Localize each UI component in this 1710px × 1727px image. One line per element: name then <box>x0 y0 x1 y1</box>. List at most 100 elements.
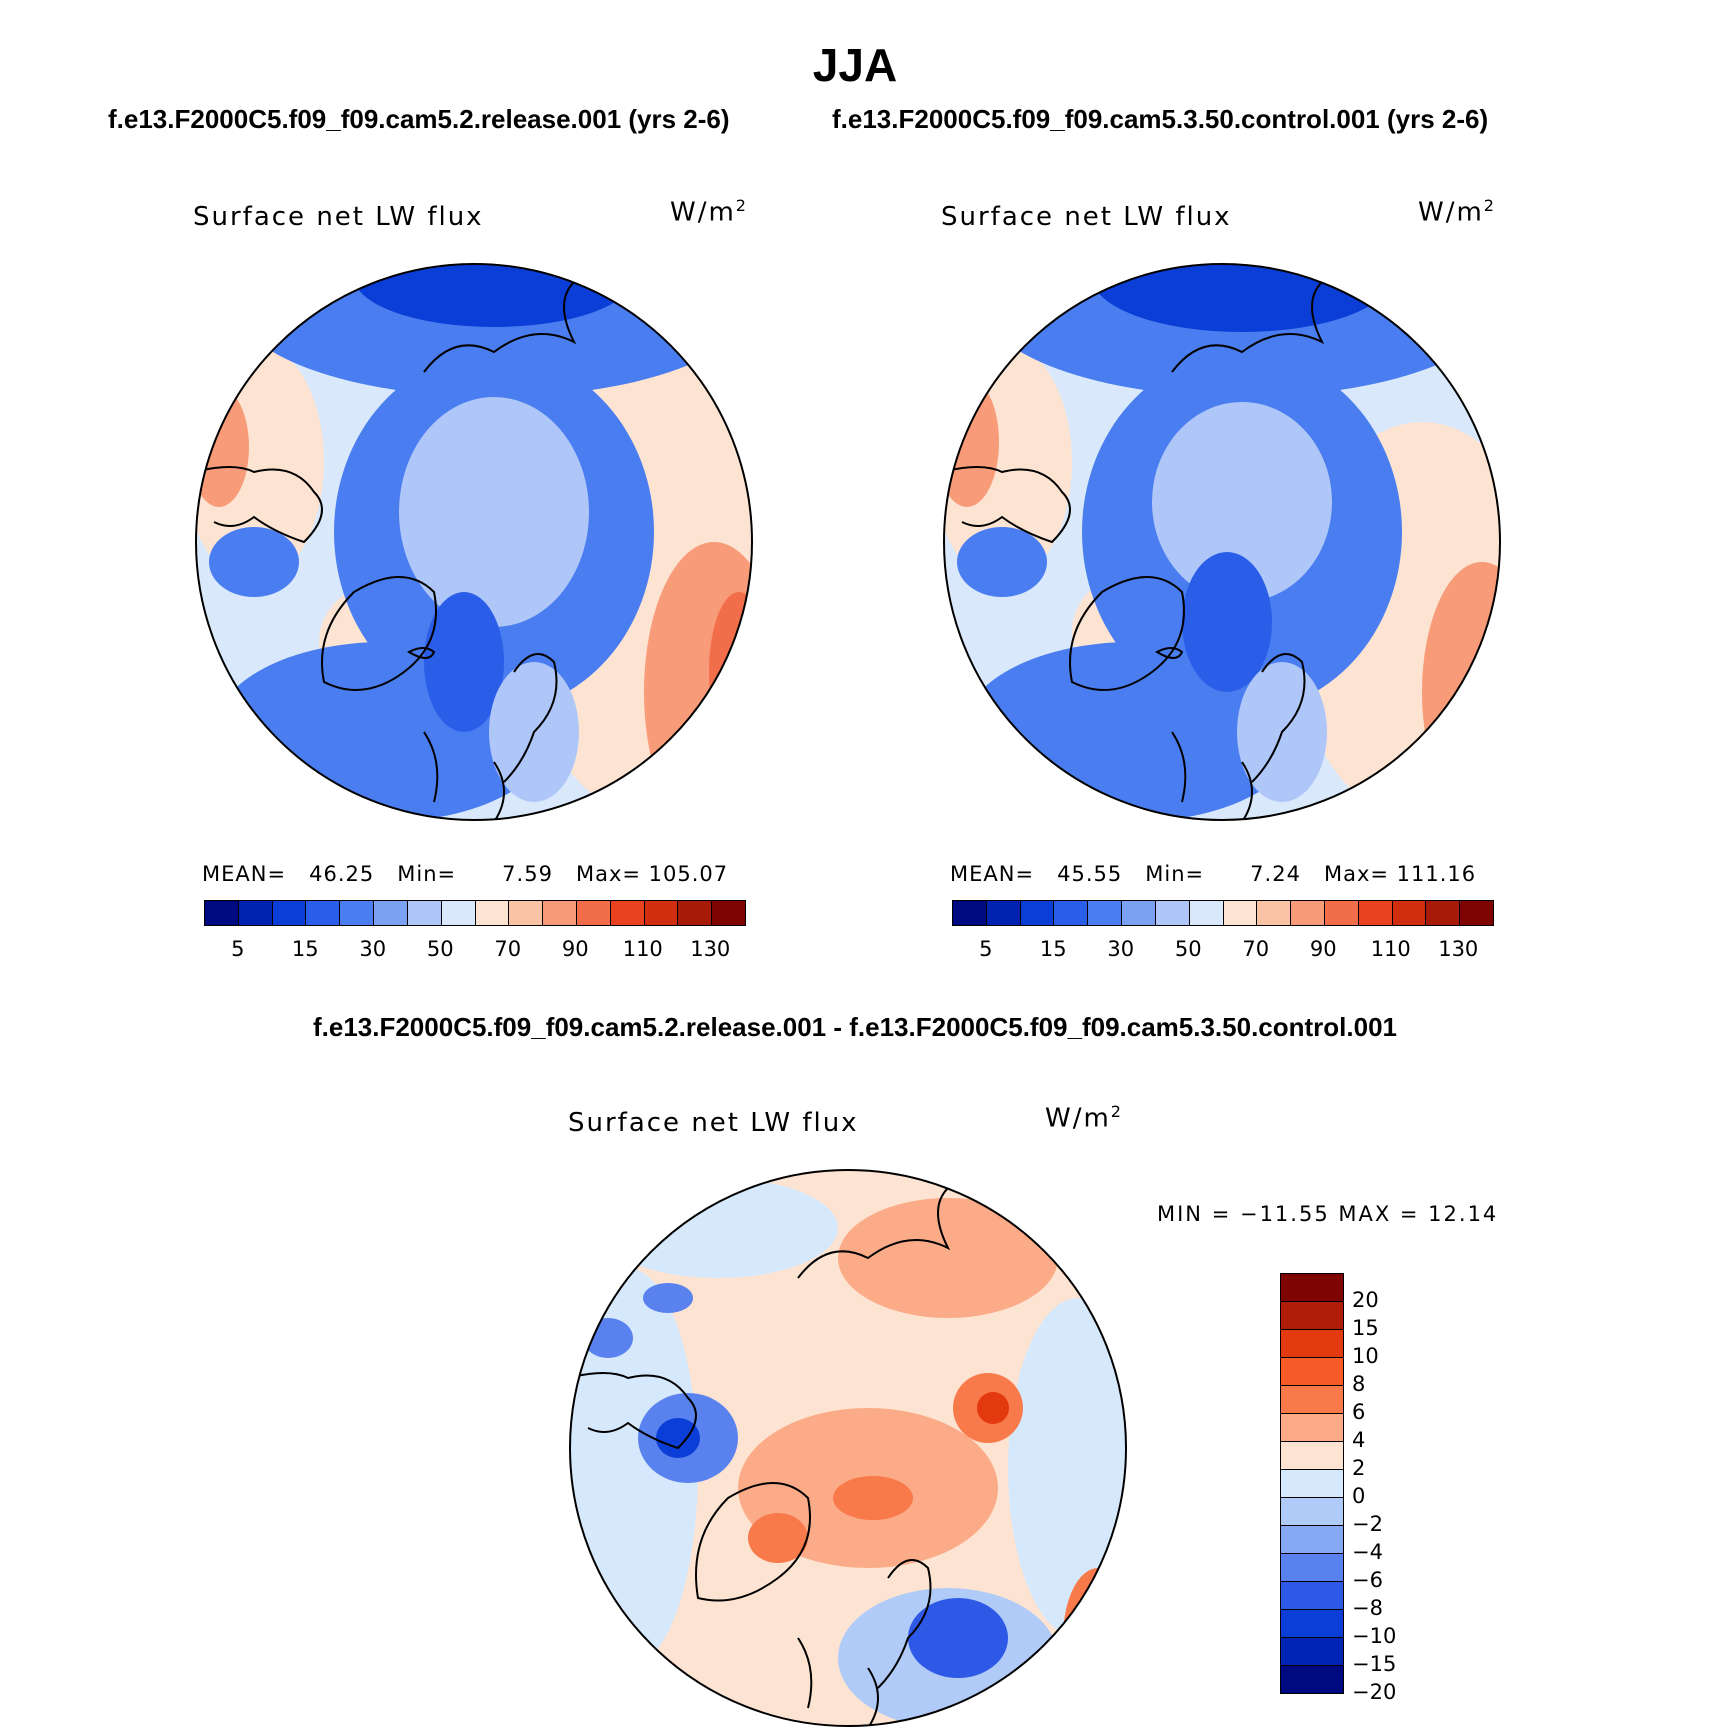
colorbar-cell <box>644 901 679 925</box>
left-coast-iceland <box>406 647 436 659</box>
colorbar-cell <box>1324 901 1359 925</box>
colorbar-cell <box>1281 1610 1343 1638</box>
colorbar-cell <box>576 901 611 925</box>
left-plot-title: Surface net LW flux <box>193 202 484 232</box>
right-coast-canada <box>944 466 1071 544</box>
right-colorbar <box>952 900 1494 926</box>
colorbar-cell <box>1426 901 1461 925</box>
colorbar-cell <box>1020 901 1055 925</box>
colorbar-tick-label: −6 <box>1352 1568 1383 1592</box>
colorbar-cell <box>1223 901 1258 925</box>
colorbar-cell <box>1054 901 1089 925</box>
colorbar-tick-label: 0 <box>1352 1484 1366 1508</box>
colorbar-tick-label: 110 <box>622 937 663 961</box>
colorbar-tick-label: 20 <box>1352 1288 1379 1312</box>
colorbar-cell <box>1257 901 1292 925</box>
diff-field-neg-nw <box>643 1283 693 1313</box>
colorbar-tick-label: 30 <box>1107 937 1135 961</box>
colorbar-cell <box>1281 1470 1343 1498</box>
colorbar-tick-label: 50 <box>1174 937 1202 961</box>
colorbar-tick-label: −20 <box>1352 1680 1397 1704</box>
left-map-border <box>195 263 753 821</box>
colorbar-cell <box>1281 1554 1343 1582</box>
colorbar-cell <box>986 901 1021 925</box>
colorbar-tick-label: 6 <box>1352 1400 1366 1424</box>
colorbar-cell <box>1281 1498 1343 1526</box>
diff-field-pos-center-core <box>833 1476 913 1520</box>
colorbar-cell <box>1281 1442 1343 1470</box>
right-polar-map <box>943 263 1501 821</box>
left-colorbar <box>204 900 746 926</box>
right-case-title: f.e13.F2000C5.f09_f09.cam5.3.50.control.… <box>832 104 1489 134</box>
colorbar-cell <box>1281 1386 1343 1414</box>
colorbar-tick-label: 5 <box>979 937 993 961</box>
right-field-arctic-core <box>1152 402 1332 602</box>
diff-field-neg-canada-core <box>656 1418 700 1458</box>
colorbar-cell <box>953 901 987 925</box>
colorbar-cell <box>441 901 476 925</box>
left-field-arctic-core <box>399 397 589 627</box>
colorbar-tick-label: −15 <box>1352 1652 1397 1676</box>
colorbar-cell <box>1460 901 1493 925</box>
colorbar-cell <box>272 901 307 925</box>
colorbar-cell <box>1281 1274 1343 1302</box>
colorbar-cell <box>1392 901 1427 925</box>
right-coast-greenland <box>1069 576 1185 691</box>
diff-plot-title: Surface net LW flux <box>568 1108 859 1138</box>
left-field-hudson <box>209 527 299 597</box>
colorbar-tick-label: 70 <box>1242 937 1270 961</box>
diff-coast-europe <box>797 1637 879 1726</box>
colorbar-tick-label: 30 <box>359 937 387 961</box>
right-units: W/m2 <box>1418 196 1496 228</box>
colorbar-cell <box>1281 1330 1343 1358</box>
colorbar-cell <box>1281 1638 1343 1666</box>
right-plot-title: Surface net LW flux <box>941 202 1232 232</box>
colorbar-tick-label: 15 <box>1039 937 1067 961</box>
colorbar-cell <box>407 901 442 925</box>
right-field-cold-north-core <box>1092 264 1392 332</box>
colorbar-cell <box>306 901 341 925</box>
right-field-hudson <box>957 527 1047 597</box>
left-field-warm-southeast-core <box>709 592 752 752</box>
diff-coast-siberia <box>797 1187 951 1279</box>
colorbar-cell <box>509 901 544 925</box>
diff-map-border <box>569 1169 1127 1727</box>
colorbar-cell <box>1281 1414 1343 1442</box>
left-coast-greenland <box>321 576 437 691</box>
colorbar-cell <box>1281 1582 1343 1610</box>
colorbar-cell <box>543 901 577 925</box>
left-coast-scandinavia <box>503 653 558 783</box>
colorbar-tick-label: 90 <box>1309 937 1337 961</box>
right-field-norway-sea <box>1182 552 1272 692</box>
colorbar-tick-label: 50 <box>426 937 454 961</box>
colorbar-tick-label: 2 <box>1352 1456 1366 1480</box>
diff-field-neg-alaska <box>583 1318 633 1358</box>
right-map-border <box>943 263 1501 821</box>
diff-field-neg-south-core <box>908 1598 1008 1678</box>
colorbar-cell <box>1281 1666 1343 1693</box>
left-field-warm-west-core <box>196 387 249 507</box>
colorbar-tick-label: 110 <box>1370 937 1411 961</box>
left-units: W/m2 <box>670 196 748 228</box>
colorbar-cell <box>1281 1526 1343 1554</box>
diff-polar-map <box>569 1169 1127 1727</box>
colorbar-cell <box>678 901 713 925</box>
colorbar-tick-label: 130 <box>1438 937 1479 961</box>
colorbar-tick-label: 130 <box>690 937 731 961</box>
diff-coast-scandinavia <box>877 1559 932 1689</box>
colorbar-cell <box>340 901 375 925</box>
diff-field-pos-north <box>838 1198 1058 1318</box>
diff-field-pos-greenland <box>748 1513 808 1563</box>
left-field-norway-sea <box>424 592 504 732</box>
colorbar-tick-label: 15 <box>291 937 319 961</box>
left-coast-europe <box>423 731 505 820</box>
colorbar-tick-label: −4 <box>1352 1540 1383 1564</box>
diff-minmax: MIN = −11.55 MAX = 12.14 <box>1157 1202 1499 1226</box>
colorbar-tick-label: −10 <box>1352 1624 1397 1648</box>
diff-field-pos-siberia-core <box>977 1392 1009 1424</box>
diff-units: W/m2 <box>1045 1102 1123 1134</box>
colorbar-tick-label: 10 <box>1352 1344 1379 1368</box>
colorbar-tick-label: 15 <box>1352 1316 1379 1340</box>
right-coast-europe <box>1171 731 1253 820</box>
colorbar-cell <box>712 901 745 925</box>
